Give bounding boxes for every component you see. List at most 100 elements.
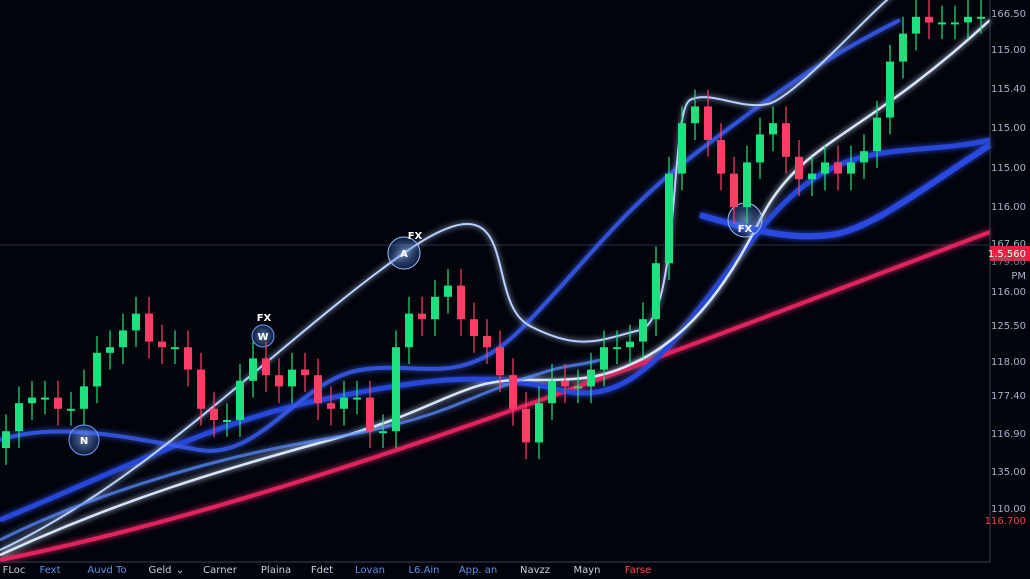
candle-body: [886, 61, 894, 118]
x-tick-label: Mayn: [573, 565, 600, 575]
candle-body: [2, 431, 10, 448]
y-tick-label: PM: [1011, 271, 1026, 282]
candle-body: [184, 347, 192, 370]
y-tick-label: 115.00: [991, 45, 1026, 56]
candle-body: [145, 313, 153, 342]
y-tick-label: 110.00: [991, 504, 1026, 515]
candle-body: [795, 156, 803, 180]
x-tick-label: Navzz: [520, 565, 550, 575]
x-tick-label: L6.Ain: [408, 565, 439, 575]
x-tick-label: Auvd To: [87, 565, 126, 575]
candle-body: [366, 397, 374, 432]
y-tick-label: 115.00: [991, 123, 1026, 134]
candle-body: [197, 369, 205, 409]
indicator-lines: [0, 0, 992, 562]
x-tick-label: App. an: [459, 565, 497, 575]
candle-body: [262, 358, 270, 376]
candle-body: [912, 16, 920, 34]
candle-body: [405, 313, 413, 348]
candle-body: [392, 347, 400, 432]
x-tick-label: Lovan: [355, 565, 385, 575]
price-badge: [990, 246, 1030, 261]
candle-body: [41, 397, 49, 400]
candle-body: [626, 341, 634, 348]
annotation: FX: [738, 224, 753, 235]
candle-body: [613, 347, 621, 350]
candle-body: [977, 16, 985, 19]
x-tick-label: Carner: [203, 565, 238, 575]
candle-body: [691, 106, 699, 124]
annotation: N: [80, 436, 88, 447]
candle-body: [431, 296, 439, 320]
candle-body: [275, 375, 283, 387]
candle-body: [899, 33, 907, 62]
x-tick-label: Fdet: [311, 565, 333, 575]
candle-body: [717, 140, 725, 174]
y-tick-label: 125.50: [991, 321, 1026, 332]
candle-body: [743, 162, 751, 208]
x-tick-label: FLoc: [3, 565, 26, 575]
candle-body: [509, 375, 517, 409]
candle-body: [119, 330, 127, 348]
candle-body: [535, 403, 543, 443]
y-tick-label: 115.00: [991, 163, 1026, 174]
candle-body: [418, 313, 426, 320]
candle-body: [600, 347, 608, 370]
candle-body: [756, 134, 764, 163]
candle-body: [15, 403, 23, 432]
candle-body: [171, 347, 179, 350]
y-tick-label: 116.90: [991, 429, 1026, 440]
candle-body: [483, 336, 491, 348]
candle-body: [808, 173, 816, 180]
candle-body: [730, 173, 738, 208]
candle-body: [93, 352, 101, 387]
candle-body: [314, 375, 322, 404]
candle-body: [106, 347, 114, 353]
candle-body: [574, 386, 582, 389]
candle-body: [873, 117, 881, 152]
candle-body: [236, 380, 244, 420]
candle-body: [951, 22, 959, 25]
annotation: FX: [257, 313, 272, 324]
red-curve: [0, 230, 991, 562]
annotation: A: [400, 249, 408, 260]
x-tick-label: Geld: [148, 565, 171, 575]
x-tick-label: Fext: [39, 565, 60, 575]
blue-curve: [0, 18, 901, 453]
candle-body: [925, 16, 933, 23]
y-tick-label: 116.00: [991, 287, 1026, 298]
y-tick-label: 167.60: [991, 239, 1026, 250]
candle-body: [665, 173, 673, 264]
candle-body: [548, 380, 556, 404]
candle-body: [28, 397, 36, 404]
y-tick-label: 166.50: [991, 9, 1026, 20]
candle-body: [353, 397, 361, 400]
candle-body: [54, 397, 62, 409]
candle-body: [860, 151, 868, 163]
candle-body: [561, 380, 569, 387]
annotation: W: [257, 332, 268, 343]
marker-bubble: [251, 324, 275, 348]
candle-body: [444, 285, 452, 297]
y-tick-label: 115.40: [991, 84, 1026, 95]
candle-body: [769, 123, 777, 135]
y-tick-label: 116.00: [991, 202, 1026, 213]
candle-body: [132, 313, 140, 331]
candle-body: [678, 123, 686, 174]
candle-body: [67, 408, 75, 411]
candle-body: [782, 123, 790, 157]
y-tick-label: 116.700: [985, 516, 1026, 527]
candle-body: [496, 347, 504, 376]
candle-body: [379, 431, 387, 434]
candle-body: [470, 319, 478, 336]
candle-body: [639, 319, 647, 342]
candle-body: [457, 285, 465, 320]
candle-body: [704, 106, 712, 140]
candle-body: [847, 162, 855, 174]
candle-body: [834, 162, 842, 174]
y-tick-label: 135.00: [991, 467, 1026, 478]
candle-body: [587, 369, 595, 387]
x-tick-label: Plaina: [261, 565, 291, 575]
